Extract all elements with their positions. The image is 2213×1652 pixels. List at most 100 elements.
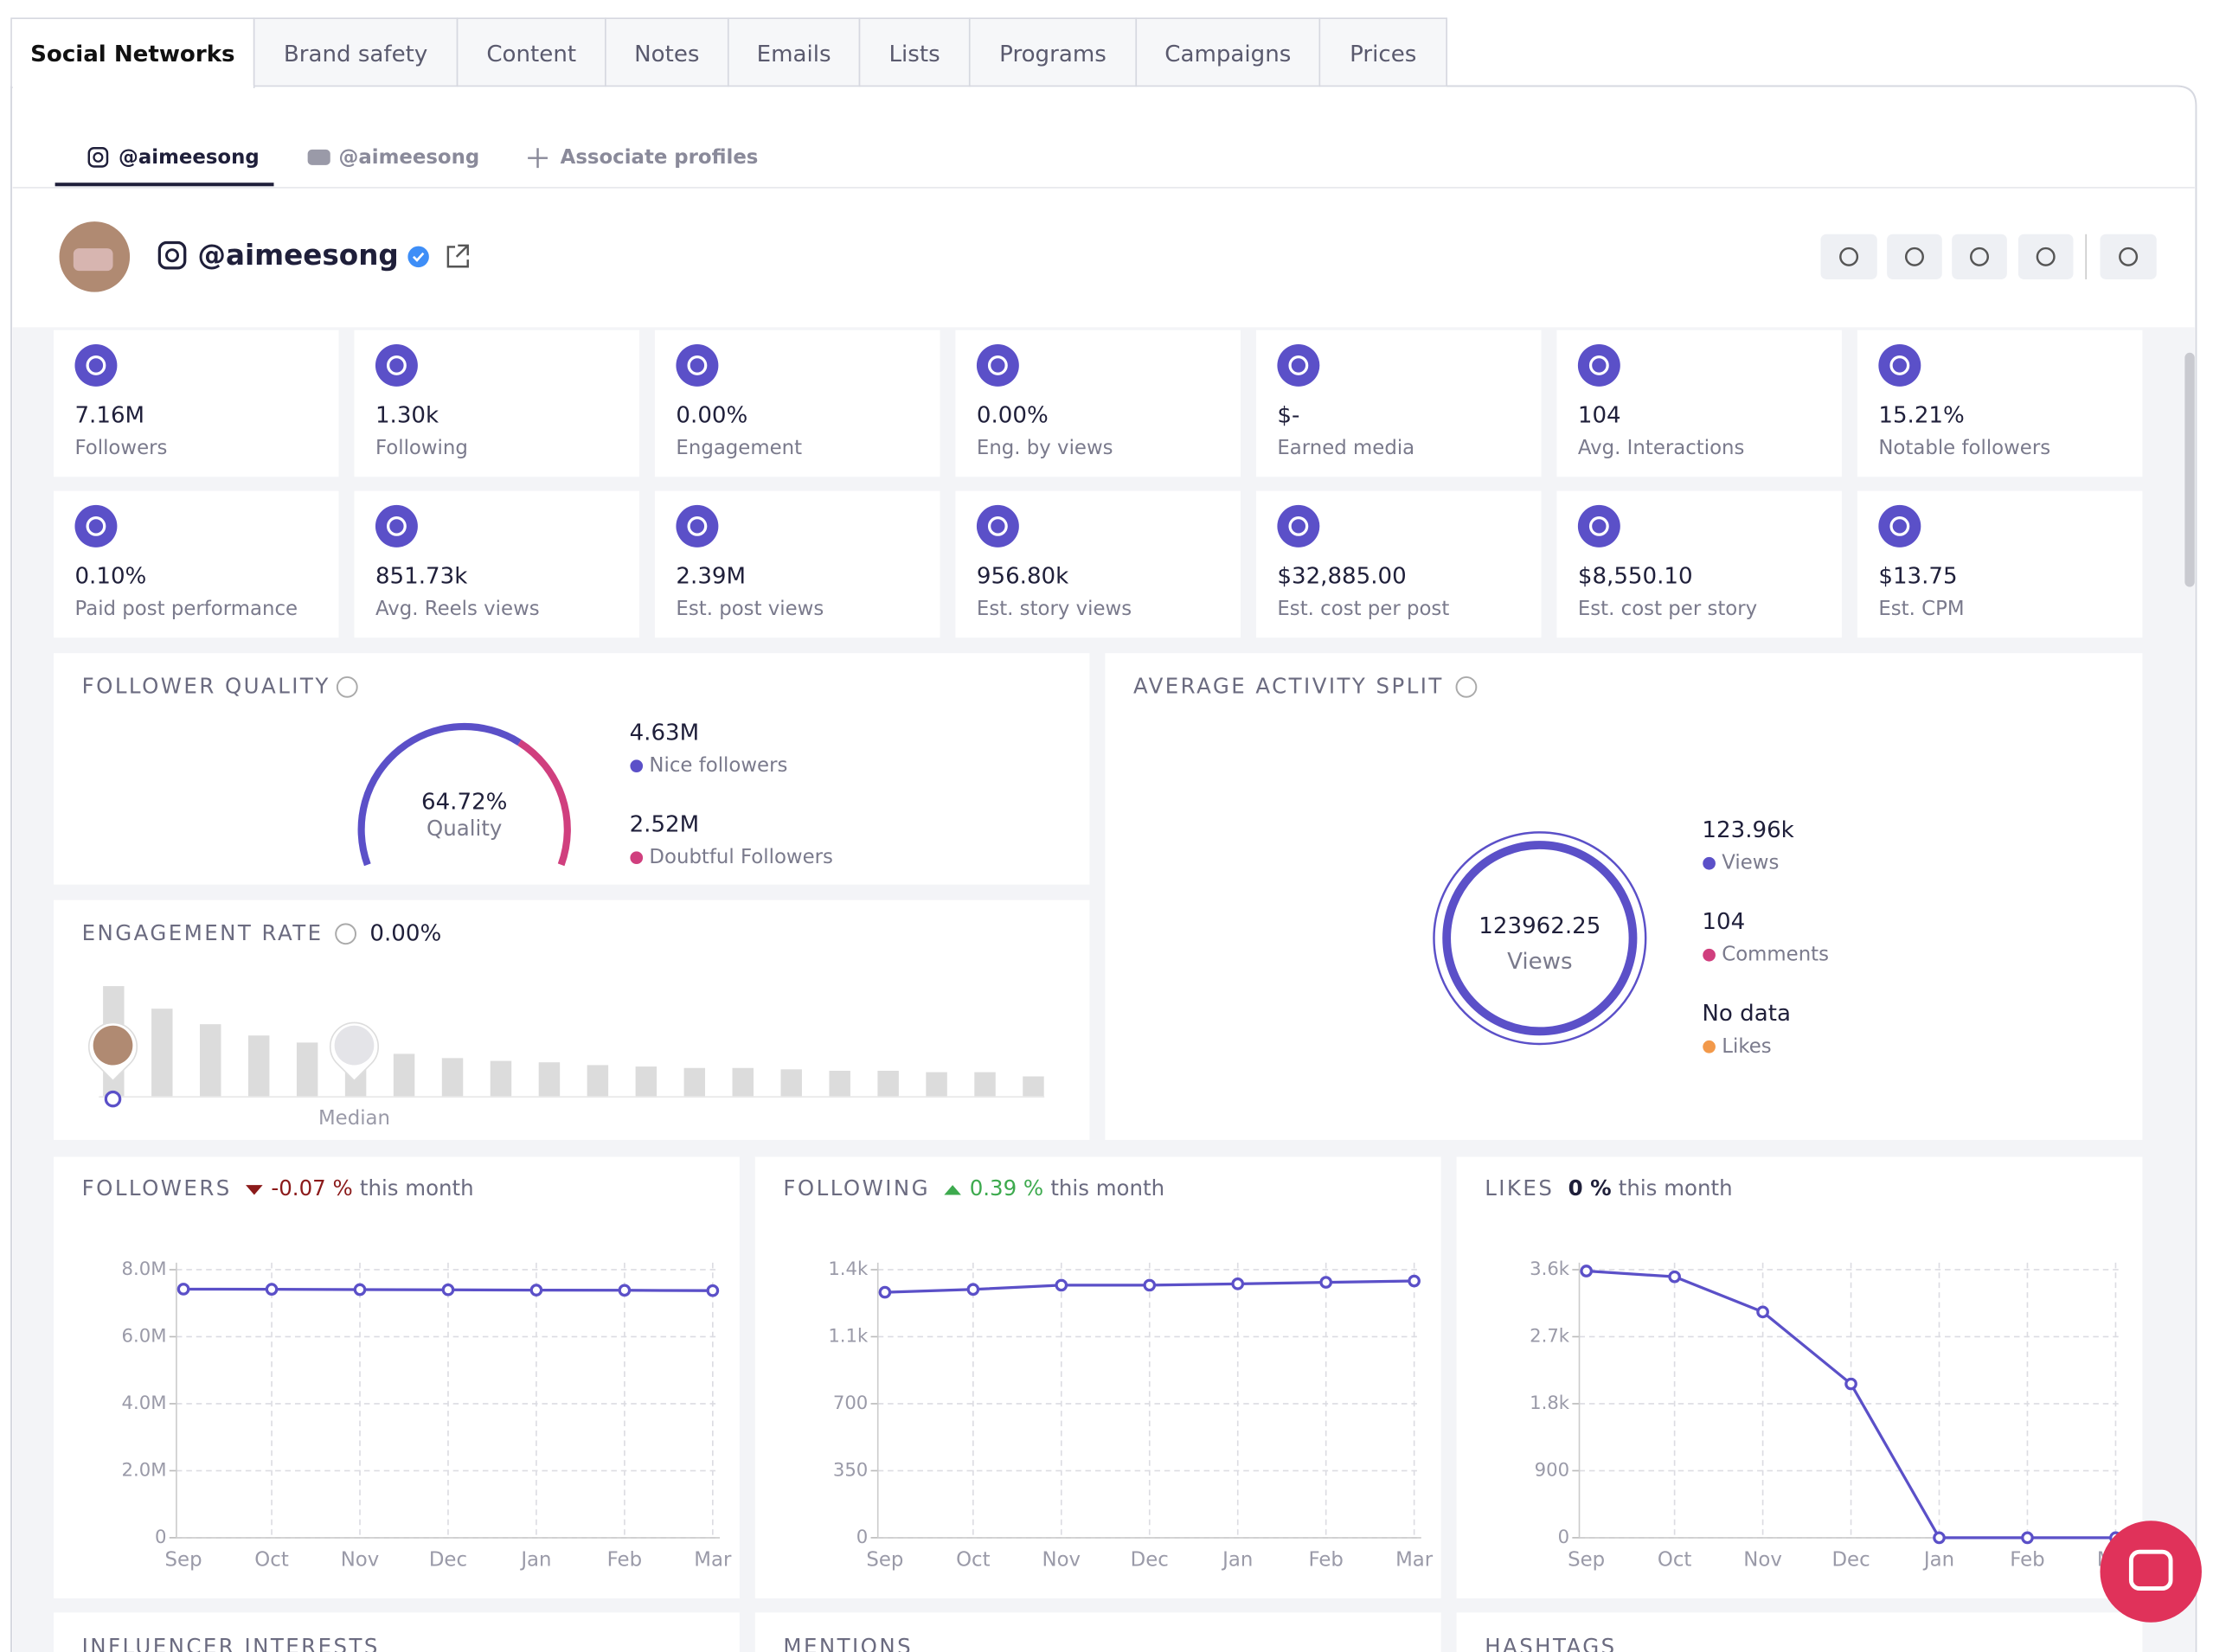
stat-icon: [1577, 343, 1620, 387]
x-tick-label: Dec: [1131, 1548, 1169, 1571]
tab[interactable]: [253, 17, 459, 87]
point: [176, 1283, 190, 1296]
stat-label: Notable followers: [1878, 437, 2050, 459]
stat-value: 0.00%: [676, 403, 747, 429]
stat-icon: [375, 504, 418, 547]
scrollbar: [2184, 352, 2195, 587]
section-title: ENGAGEMENT RATE: [82, 920, 324, 945]
y-tick-label: 0: [856, 1526, 868, 1547]
x-tick-label: Dec: [429, 1548, 467, 1571]
change-value: -0.07 %: [271, 1175, 352, 1201]
legend-value: 4.63M: [630, 720, 700, 746]
y-tick-label: 3.6k: [1530, 1258, 1570, 1279]
tab-label: Campaigns: [1164, 42, 1291, 67]
toolbar-button[interactable]: [2017, 234, 2074, 279]
y-tick-label: 6.0M: [122, 1324, 167, 1346]
x-tick-label: Oct: [956, 1548, 991, 1571]
ring-outer: [1433, 831, 1647, 1046]
stat-icon: [1277, 343, 1320, 387]
distribution-bar: [732, 1067, 754, 1097]
stat-value: $8,550.10: [1578, 564, 1693, 590]
x-tick-label: Sep: [1568, 1548, 1605, 1571]
x-tick-label: Sep: [866, 1548, 903, 1571]
stat-icon: [74, 343, 118, 387]
tab[interactable]: [968, 17, 1138, 87]
external-link[interactable]: [446, 244, 469, 268]
tab[interactable]: [605, 17, 729, 87]
section-title: MENTIONS: [783, 1634, 913, 1652]
x-tick-label: Feb: [607, 1548, 642, 1571]
trend-up: [944, 1185, 961, 1195]
profile-tab[interactable]: Associate profiles: [561, 146, 759, 169]
stat-icon: [74, 504, 118, 547]
toolbar-icon: [1969, 247, 1990, 266]
legend-dot: [1703, 948, 1716, 962]
distribution-bar: [393, 1053, 415, 1097]
x-tick-label: Feb: [2010, 1548, 2044, 1571]
stat-label: Earned media: [1277, 437, 1414, 459]
point: [966, 1283, 980, 1297]
x-tick-label: Nov: [1743, 1548, 1782, 1571]
legend-value: No data: [1702, 1001, 1791, 1027]
y-tick-label: 0: [1558, 1526, 1569, 1547]
toolbar-button[interactable]: [1820, 234, 1877, 279]
pin-image: [334, 1025, 375, 1066]
stat-icon-glyph: [1288, 515, 1309, 536]
x-tick-label: Oct: [254, 1548, 289, 1571]
gauge-arc: [357, 723, 522, 867]
chat-button[interactable]: [2100, 1521, 2202, 1623]
stat-icon-glyph: [1588, 355, 1609, 375]
section-title: LIKES: [1485, 1175, 1554, 1201]
distribution-bar: [877, 1070, 899, 1097]
section-title: HASHTAGS: [1485, 1634, 1616, 1652]
point: [1933, 1531, 1946, 1545]
tab[interactable]: [858, 17, 971, 87]
legend-dot: [630, 851, 644, 865]
point: [618, 1284, 632, 1297]
distribution-bar: [247, 1035, 270, 1097]
tab[interactable]: [727, 17, 861, 87]
x-tick-label: Mar: [1395, 1548, 1434, 1571]
x-tick-label: Nov: [341, 1548, 380, 1571]
legend-label: Comments: [1722, 944, 1829, 966]
stat-icon: [1878, 504, 1921, 547]
profile-tab[interactable]: @aimeesong: [339, 146, 480, 169]
toolbar-button[interactable]: [2100, 234, 2157, 279]
ig-icon: [157, 240, 187, 270]
stat-label: Est. CPM: [1878, 598, 1964, 620]
distribution-bar: [538, 1062, 561, 1097]
toolbar-button[interactable]: [1887, 234, 1942, 279]
tab[interactable]: [456, 17, 606, 87]
point: [1319, 1276, 1333, 1289]
tab[interactable]: [1318, 17, 1447, 87]
y-tick-label: 4.0M: [122, 1392, 167, 1413]
stat-icon-glyph: [1889, 355, 1910, 375]
stat-icon: [676, 343, 719, 387]
y-tick-label: 700: [833, 1392, 868, 1413]
legend-dot: [1703, 856, 1716, 870]
toolbar-button[interactable]: [1952, 234, 2007, 279]
point: [441, 1283, 455, 1297]
engagement-value: 0.00%: [369, 920, 441, 946]
profile-tab[interactable]: @aimeesong: [119, 146, 260, 169]
x-tick-label: Mar: [694, 1548, 732, 1571]
tab-label: Content: [486, 42, 576, 67]
distribution-bar: [587, 1065, 609, 1097]
x-tick-label: Sep: [165, 1548, 202, 1571]
x-tick-label: Jan: [1922, 1548, 1954, 1571]
stat-icon-glyph: [86, 355, 106, 375]
stat-value: 15.21%: [1878, 403, 1964, 429]
pin-image: [93, 1025, 133, 1066]
change-note: this month: [360, 1175, 474, 1201]
x-tick-label: Jan: [519, 1548, 551, 1571]
x-tick-label: Nov: [1042, 1548, 1081, 1571]
tab-label: Notes: [634, 42, 699, 67]
ring-value: 123962.25: [1479, 913, 1600, 939]
ig-icon-dot: [93, 151, 104, 163]
distribution-bar: [441, 1058, 464, 1097]
x-tick-label: Jan: [1221, 1548, 1253, 1571]
point: [1408, 1274, 1421, 1288]
tab[interactable]: [1135, 17, 1321, 87]
point: [1844, 1377, 1857, 1391]
